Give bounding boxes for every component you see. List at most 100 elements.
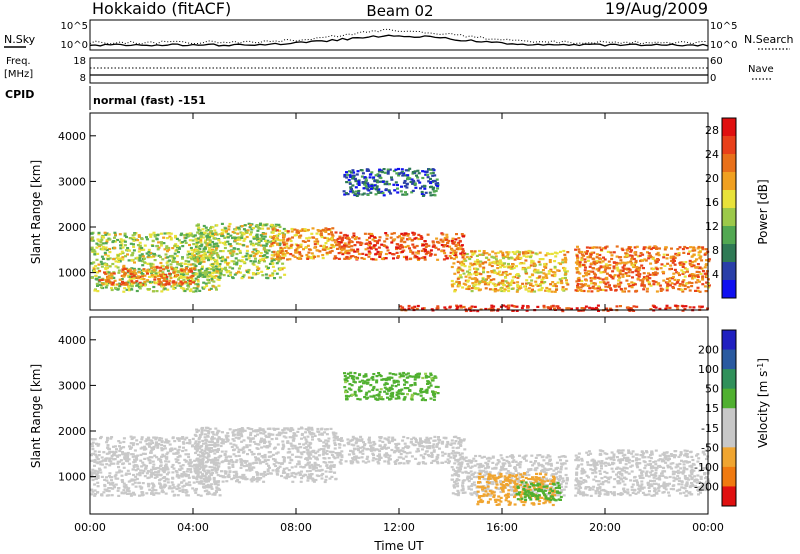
power-echo-cell	[476, 261, 480, 264]
power-echo-cell	[676, 248, 680, 251]
power-echo-cell	[212, 280, 216, 283]
power-echo-cell	[534, 280, 538, 283]
velocity-echo-cell	[112, 445, 115, 448]
velocity-echo-cell	[324, 475, 328, 478]
power-echo-cell	[275, 258, 278, 261]
power-echo-cell	[176, 263, 180, 266]
velocity-echo-cell	[149, 449, 153, 452]
power-echo-cell	[157, 275, 160, 278]
velocity-echo-cell	[150, 472, 154, 475]
power-echo-cell	[400, 171, 404, 174]
power-echo-cell	[470, 250, 474, 253]
power-echo-cell	[104, 242, 108, 245]
power-echo-cell	[512, 266, 516, 269]
power-echo-cell	[498, 273, 502, 277]
velocity-echo-cell	[99, 435, 103, 439]
power-echo-cell	[305, 253, 309, 257]
power-echo-cell	[480, 253, 484, 256]
power-echo-cell	[203, 252, 207, 255]
power-echo-cell	[625, 254, 629, 257]
power-echo-cell	[194, 277, 198, 280]
power-echo-cell	[651, 246, 655, 249]
power-echo-cell	[456, 269, 460, 272]
power-echo-cell	[164, 256, 168, 259]
power-echo-cell	[289, 246, 293, 249]
power-echo-cell	[654, 271, 658, 274]
power-echo-cell	[599, 258, 603, 261]
power-echo-cell	[363, 176, 367, 179]
power-echo-cell	[575, 267, 579, 270]
power-echo-cell	[274, 229, 277, 232]
power-echo-cell	[290, 227, 294, 231]
velocity-echo-cell	[120, 492, 124, 495]
velocity-echo-cell	[306, 452, 310, 455]
power-echo-cell	[368, 252, 372, 255]
power-echo-cell	[121, 256, 125, 259]
power-echo-cell	[210, 253, 214, 257]
power-echo-cell	[214, 275, 218, 278]
power-echo-cell	[198, 271, 202, 274]
power-echo-cell	[673, 256, 677, 260]
power-echo-cell	[424, 243, 428, 246]
power-echo-cell	[366, 182, 370, 185]
velocity-echo-cell	[196, 453, 200, 456]
velocity-echo-cell	[232, 477, 236, 480]
power-echo-cell	[164, 274, 168, 277]
power-echo-cell	[696, 278, 700, 282]
power-echo-cell	[492, 288, 495, 291]
velocity-echo-cell	[145, 492, 149, 495]
power-echo-cell	[580, 250, 583, 254]
power-echo-cell	[296, 231, 300, 234]
power-echo-cell	[316, 240, 320, 243]
power-echo-cell	[577, 278, 581, 281]
power-echo-cell	[105, 248, 109, 252]
velocity-echo-cell	[122, 466, 126, 469]
velocity-echo-cell	[104, 459, 108, 462]
power-echo-cell	[632, 305, 636, 308]
power-echo-cell	[226, 236, 230, 239]
power-echo-cell	[705, 263, 708, 266]
power-echo-cell	[499, 288, 503, 291]
power-echo-cell	[641, 280, 645, 283]
power-echo-cell	[653, 245, 657, 248]
power-echo-cell	[609, 251, 613, 254]
power-echo-cell	[388, 183, 391, 186]
power-echo-cell	[593, 263, 597, 266]
power-echo-cell	[131, 234, 135, 237]
velocity-echo-cell	[226, 440, 230, 443]
velocity-echo-cell	[126, 489, 130, 492]
power-echo-cell	[574, 248, 578, 251]
velocity-echo-cell	[232, 439, 236, 442]
power-echo-cell	[699, 272, 703, 275]
power-echo-cell	[576, 263, 580, 266]
power-echo-cell	[124, 255, 127, 258]
power-echo-cell	[165, 261, 169, 264]
power-echo-cell	[614, 288, 618, 292]
velocity-echo-cell	[196, 472, 200, 475]
velocity-echo-cell	[219, 444, 223, 448]
power-echo-cell	[484, 307, 488, 311]
velocity-echo-cell	[205, 444, 208, 447]
velocity-echo-cell	[322, 448, 326, 451]
power-echo-cell	[612, 265, 616, 268]
velocity-echo-cell	[254, 459, 258, 462]
power-echo-cell	[196, 245, 200, 248]
power-echo-cell	[556, 281, 560, 284]
power-echo-cell	[461, 248, 465, 251]
power-echo-cell	[112, 276, 116, 279]
velocity-echo-cell	[213, 467, 217, 470]
power-echo-cell	[99, 260, 103, 263]
power-echo-cell	[125, 283, 129, 286]
velocity-echo-cell	[300, 470, 303, 473]
power-echo-cell	[136, 256, 140, 259]
power-echo-cell	[386, 183, 390, 186]
power-echo-cell	[205, 242, 209, 245]
velocity-echo-cell	[109, 462, 113, 465]
power-echo-cell	[648, 245, 652, 248]
power-echo-cell	[130, 271, 134, 274]
power-echo-cell	[151, 244, 155, 247]
power-echo-cell	[364, 242, 368, 245]
power-echo-cell	[199, 245, 203, 248]
velocity-echo-cell	[94, 477, 98, 480]
power-echo-cell	[92, 267, 96, 271]
